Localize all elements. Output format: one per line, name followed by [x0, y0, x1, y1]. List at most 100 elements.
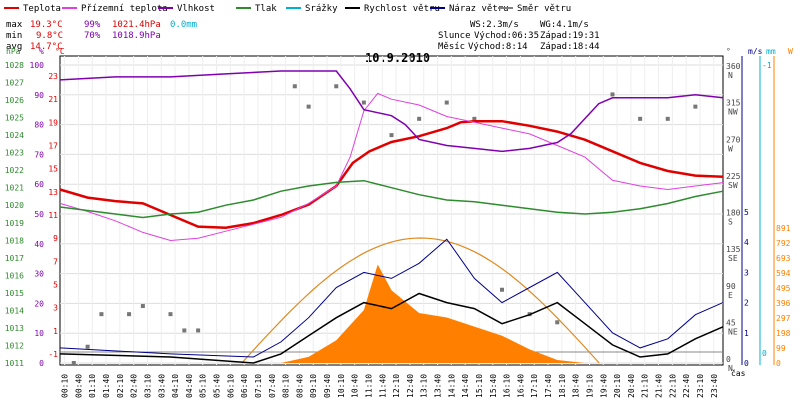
hpa-tick: 1018 [5, 236, 24, 245]
dir-tick-deg: 225 [726, 172, 741, 181]
legend-label: Přízemní teplota [81, 4, 168, 14]
pct-tick: 80 [34, 121, 44, 130]
dir-tick-label: W [728, 144, 733, 153]
hpa-tick: 1023 [5, 149, 24, 158]
time-tick: 04:40 [185, 374, 194, 398]
c-tick: 15 [48, 165, 58, 174]
time-tick: 13:40 [434, 374, 443, 398]
time-tick: 10:40 [351, 374, 360, 398]
stats-sun-rise: Východ:06:35 [474, 31, 539, 41]
hpa-tick: 1012 [5, 341, 24, 350]
hpa-tick: 1014 [5, 306, 24, 315]
ms-tick: 2 [744, 299, 749, 308]
wind-direction-point [99, 312, 104, 317]
wind-direction-point [127, 312, 132, 317]
time-tick: 19:10 [585, 374, 594, 398]
time-tick: 18:40 [572, 374, 581, 398]
ms-tick: 1 [744, 329, 749, 338]
time-tick: 09:40 [323, 374, 332, 398]
time-tick: 07:40 [268, 374, 277, 398]
c-tick: 5 [53, 281, 58, 290]
w-tick: 99 [776, 344, 786, 353]
dir-tick-label: NW [728, 108, 738, 117]
c-unit: °C [55, 47, 65, 56]
mm-tick: 0 [762, 349, 767, 358]
hpa-tick: 1028 [5, 61, 24, 70]
hpa-tick: 1025 [5, 114, 24, 123]
pct-tick: 0 [39, 359, 44, 368]
time-tick: 03:10 [143, 374, 152, 398]
wind-direction-point [555, 320, 560, 325]
time-tick: 17:10 [530, 374, 539, 398]
wind-direction-point [444, 100, 449, 105]
stats-moon-rise: Východ:8:14 [468, 42, 528, 52]
pct-tick: 90 [34, 91, 44, 100]
series-line [59, 238, 724, 358]
hpa-tick: 1020 [5, 201, 24, 210]
time-tick: 18:10 [558, 374, 567, 398]
wind-direction-point [292, 84, 297, 89]
time-tick: 22:10 [668, 374, 677, 398]
time-tick: 05:40 [213, 374, 222, 398]
stats-min-temp: 9.8°C [36, 31, 63, 41]
time-tick: 01:10 [88, 374, 97, 398]
ms-tick: 0 [744, 359, 749, 368]
wind-direction-point [306, 104, 311, 109]
wind-direction-point [665, 116, 670, 121]
hpa-tick: 1011 [5, 359, 24, 368]
stats-min-press: 1018.9hPa [112, 31, 161, 41]
c-tick: 23 [48, 72, 58, 81]
legend-label: Směr větru [517, 4, 571, 14]
time-tick: 23:40 [710, 374, 719, 398]
time-axis-label: čas [731, 368, 746, 378]
time-tick: 19:40 [599, 374, 608, 398]
c-tick: 11 [48, 211, 58, 220]
stats-sun-set: Západ:19:31 [540, 31, 600, 41]
hpa-tick: 1015 [5, 289, 24, 298]
plot-frame [59, 55, 724, 366]
time-tick: 21:10 [641, 374, 650, 398]
c-tick: 1 [53, 327, 58, 336]
time-tick: 01:40 [102, 374, 111, 398]
pct-unit: % [39, 47, 44, 56]
series-line [59, 292, 724, 364]
pct-tick: 30 [34, 270, 44, 279]
c-tick: 9 [53, 234, 58, 243]
stats-block: max 19.3°C 99% 1021.4hPa 0.0mm min 9.8°C… [6, 20, 600, 52]
time-tick: 03:40 [157, 374, 166, 398]
hpa-tick: 1024 [5, 131, 24, 140]
time-tick: 15:40 [489, 374, 498, 398]
pct-tick: 60 [34, 180, 44, 189]
time-tick: 20:40 [627, 374, 636, 398]
legend-label: Tlak [255, 4, 277, 14]
wind-direction-point [389, 133, 394, 138]
c-tick: 7 [53, 257, 58, 266]
legend-label: Vlhkost [177, 4, 215, 14]
stats-avg-temp: 14.7°C [30, 42, 63, 52]
dir-tick-label: E [728, 291, 733, 300]
w-tick: 693 [776, 254, 791, 263]
time-tick: 00:10 [61, 374, 70, 398]
ms-tick: 4 [744, 238, 749, 247]
time-tick: 16:10 [503, 374, 512, 398]
wind-direction-point [417, 116, 422, 121]
wind-direction-point [472, 116, 477, 121]
time-tick: 23:10 [696, 374, 705, 398]
time-tick: 16:40 [516, 374, 525, 398]
w-tick: 594 [776, 269, 791, 278]
hpa-tick: 1016 [5, 271, 24, 280]
time-tick: 14:10 [447, 374, 456, 398]
wind-direction-point [71, 361, 76, 365]
stats-max-hum: 99% [84, 20, 101, 30]
legend-label: Teplota [23, 4, 61, 14]
c-tick: 17 [48, 142, 58, 151]
ms-unit: m/s [748, 47, 763, 56]
dir-tick-label: NE [728, 327, 738, 336]
c-tick: 21 [48, 95, 58, 104]
stats-min-hum: 70% [84, 31, 101, 41]
time-tick: 17:40 [544, 374, 553, 398]
chart-title: 10.9.2010 [365, 51, 430, 65]
hpa-unit: hPa [6, 47, 21, 56]
time-tick: 08:40 [295, 374, 304, 398]
